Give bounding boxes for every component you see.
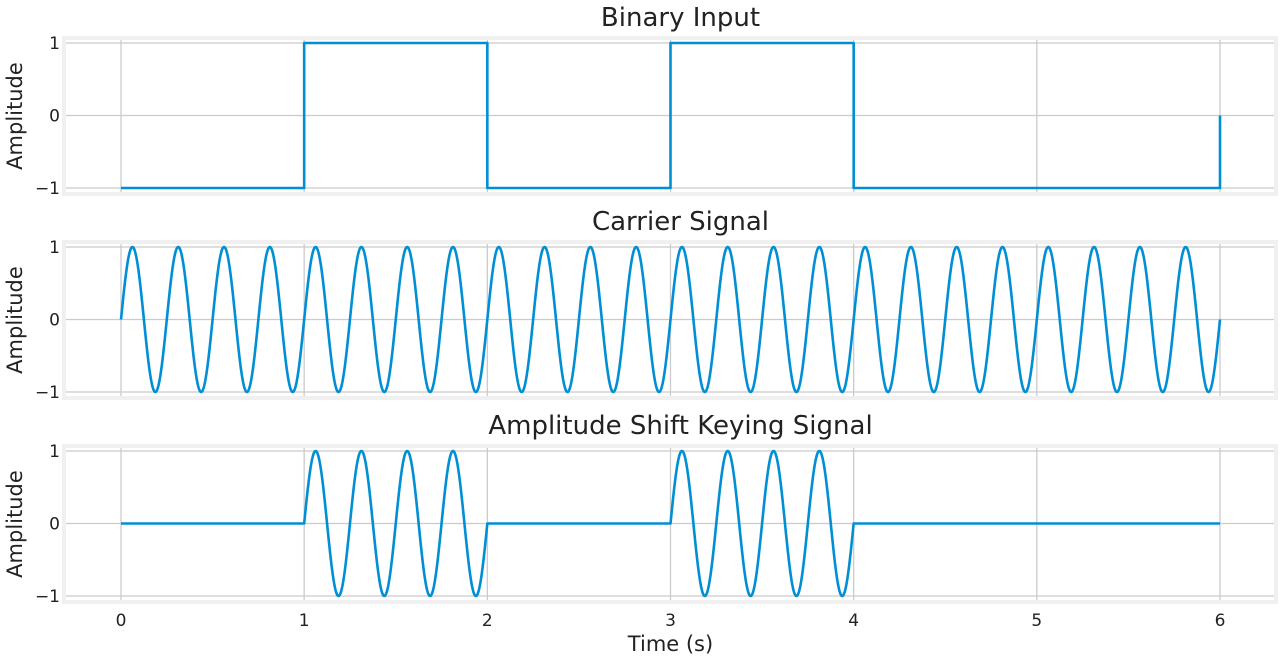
- chart-title: Carrier Signal: [592, 207, 769, 237]
- y-tick-label: −1: [35, 383, 60, 403]
- signal-line: [121, 41, 1222, 190]
- y-tick-label: 0: [49, 311, 60, 331]
- signal-line: [119, 245, 1222, 394]
- x-tick-label: 1: [299, 611, 310, 631]
- y-tick-label: −1: [35, 179, 60, 199]
- y-axis-label: Amplitude: [3, 266, 27, 374]
- x-tick-label: 2: [482, 611, 493, 631]
- y-axis-label: Amplitude: [3, 470, 27, 578]
- y-tick-label: 1: [49, 34, 60, 54]
- y-tick-label: 1: [49, 442, 60, 462]
- signal-line: [120, 449, 1221, 598]
- y-axis-label: Amplitude: [3, 62, 27, 170]
- y-tick-label: 1: [49, 238, 60, 258]
- carrier-signal-panel: −1 0 1 Carrier Signal Amplitude: [3, 207, 1278, 403]
- chart-title: Amplitude Shift Keying Signal: [488, 411, 872, 441]
- y-tick-label: 0: [49, 107, 60, 127]
- x-tick-label: 3: [665, 611, 676, 631]
- y-tick-label: −1: [35, 587, 60, 607]
- x-tick-label: 0: [116, 611, 127, 631]
- x-axis-label: Time (s): [627, 632, 713, 656]
- ask-signal-panel: −1 0 1 0 1 2 3 4 5 6 Time (s) Amplitude Shift Keyin…: [3, 411, 1278, 656]
- x-tick-label: 5: [1031, 611, 1042, 631]
- binary-input-panel: −1 0 1 Binary Input Amplitude: [3, 3, 1278, 199]
- x-tick-label: 4: [848, 611, 859, 631]
- x-tick-label: 6: [1215, 611, 1226, 631]
- y-tick-label: 0: [49, 515, 60, 535]
- chart-title: Binary Input: [601, 3, 760, 33]
